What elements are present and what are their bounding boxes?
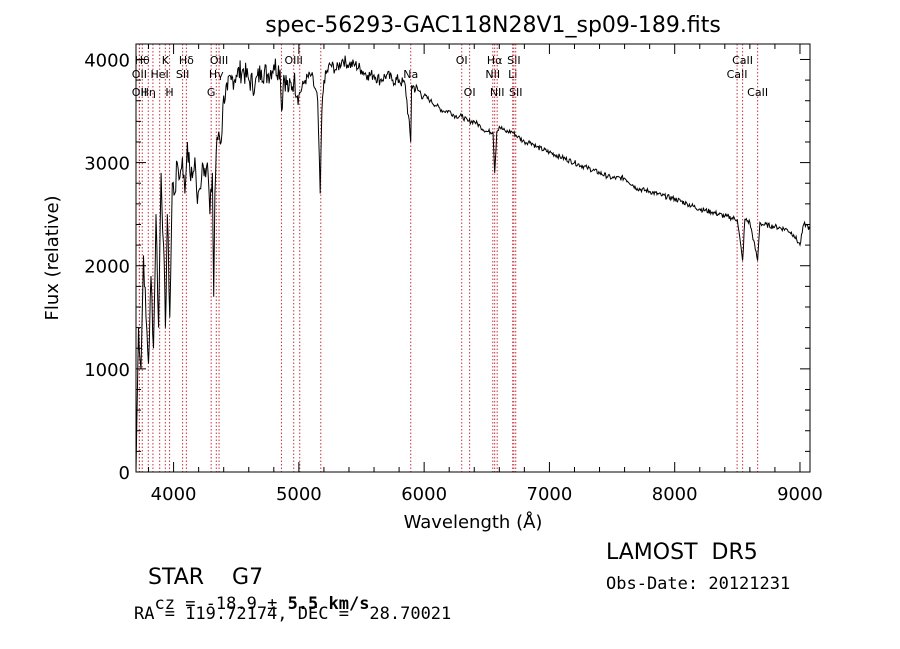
cz-value: -18.9 <box>205 594 257 614</box>
x-tick-label-0: 4000 <box>151 484 197 505</box>
y-tick-label-4: 4000 <box>84 50 130 71</box>
cz-label: cz = <box>154 594 206 614</box>
line-label-6: K <box>162 54 170 67</box>
plot-frame <box>135 43 811 473</box>
x-tick-label-1: 5000 <box>276 484 322 505</box>
line-label-9: Hδ <box>179 54 194 67</box>
redshift-line: cz = -18.9 ± 5.5 km/s <box>134 574 369 614</box>
line-label-22: NII <box>490 86 505 99</box>
y-tick-label-2: 2000 <box>84 257 130 278</box>
cz-pm: ± <box>256 594 288 614</box>
line-label-18: OI <box>456 54 468 67</box>
cz-unit: km/s <box>318 594 370 614</box>
x-tick-label-5: 9000 <box>777 484 823 505</box>
line-label-8: SII <box>176 68 189 81</box>
chart-title: spec-56293-GAC118N28V1_sp09-189.fits <box>265 13 721 38</box>
line-label-23: Li <box>508 68 517 81</box>
line-label-5: HeI <box>151 68 169 81</box>
class-value: STAR <box>148 565 205 590</box>
survey-name: LAMOST DR5 <box>606 540 758 565</box>
line-label-14: OIII <box>285 54 303 67</box>
cz-error: 5.5 <box>287 594 319 614</box>
line-label-10: G <box>207 86 216 99</box>
line-label-19: OI <box>464 86 476 99</box>
line-label-0: Hθ <box>135 54 150 67</box>
y-tick-label-3: 3000 <box>84 154 130 175</box>
line-label-17: Na <box>403 68 418 81</box>
x-axis-label: Wavelength (Å) <box>404 511 543 533</box>
obs-date: Obs-Date: 20121231 <box>606 574 791 594</box>
object-class: STAR G7 <box>134 540 263 590</box>
line-label-26: CaII <box>727 68 748 81</box>
coordinates: RA = 119.72174, DEC = 28.70021 <box>134 604 452 624</box>
line-label-12: OIII <box>210 54 228 67</box>
line-label-11: Hγ <box>209 68 224 81</box>
line-label-25: SII <box>509 86 522 99</box>
line-label-27: CaII <box>732 54 753 67</box>
y-axis-label: Flux (relative) <box>42 195 63 320</box>
x-tick-label-4: 8000 <box>652 484 698 505</box>
line-label-20: NII <box>485 68 500 81</box>
spectrum-line <box>135 55 811 473</box>
y-tick-label-1: 1000 <box>84 360 130 381</box>
subclass-value: G7 <box>232 565 264 590</box>
x-tick-label-2: 6000 <box>401 484 447 505</box>
line-label-24: SII <box>507 54 520 67</box>
line-label-28: CaII <box>747 86 768 99</box>
x-tick-label-3: 7000 <box>527 484 573 505</box>
line-label-21: Hα <box>487 54 503 67</box>
line-label-3: Hη <box>141 86 156 99</box>
line-label-7: H <box>165 86 173 99</box>
y-tick-label-0: 0 <box>119 463 130 484</box>
